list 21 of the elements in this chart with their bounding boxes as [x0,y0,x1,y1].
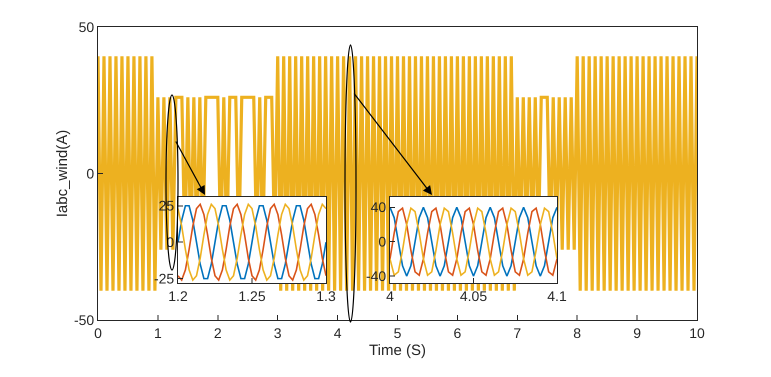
x-tick-label: 1.25 [238,288,266,304]
y-tick-label: -50 [74,312,94,328]
y-tick-label: 0 [86,165,94,182]
x-tick-label: 9 [633,324,642,341]
x-axis-title: Time (S) [369,342,426,359]
x-tick-label: 1.2 [168,288,188,304]
x-tick-label: 1.3 [316,288,336,304]
y-tick-label: 50 [78,18,94,35]
x-tick-label: 8 [573,324,582,341]
x-tick-label: 10 [689,324,705,341]
x-tick-label: 4.1 [547,288,567,304]
x-tick-label: 1 [154,324,162,341]
x-tick-label: 4 [386,288,394,304]
x-tick-label: 4 [334,324,342,341]
x-tick-label: 6 [454,324,462,341]
x-tick-label: 7 [513,324,522,341]
x-tick-label: 2 [214,324,222,341]
x-tick-label: 3 [274,324,282,341]
y-axis-title: Iabc_wind(A) [54,130,72,218]
x-tick-label: 5 [394,324,402,341]
x-tick-label: 4.05 [460,288,488,304]
